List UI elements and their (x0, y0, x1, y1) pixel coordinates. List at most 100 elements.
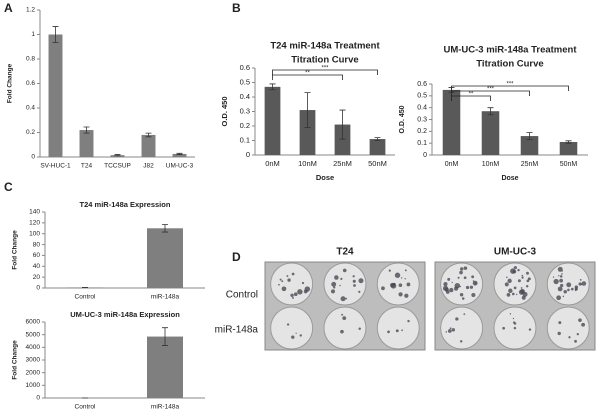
colony (502, 327, 505, 330)
y-tick-label: 0.5 (240, 77, 250, 86)
y-tick-label: 0.2 (417, 128, 427, 135)
bar (482, 111, 500, 155)
colony (578, 318, 582, 322)
y-tick-label: 0.6 (417, 81, 427, 88)
colony (513, 270, 517, 274)
colony (286, 275, 288, 277)
bar (49, 35, 63, 158)
colony (470, 286, 473, 289)
colony (399, 283, 403, 287)
colony (452, 282, 453, 283)
colony (446, 290, 450, 294)
colony (553, 276, 554, 277)
y-tick-label: 5000 (26, 331, 41, 338)
colony (393, 283, 396, 286)
x-tick-label: 0nM (265, 159, 280, 168)
colony (510, 313, 511, 314)
colony (507, 279, 511, 283)
colony (407, 283, 411, 287)
colony (358, 291, 360, 293)
colony (341, 314, 343, 316)
colony (405, 269, 407, 271)
colony (566, 282, 571, 287)
colony (514, 327, 516, 329)
chart-title: Titration Curve (476, 59, 543, 70)
x-tick-label: miR-148a (151, 404, 180, 411)
colony (460, 267, 463, 270)
well (547, 307, 589, 349)
colony (522, 296, 526, 300)
colony (297, 289, 302, 294)
colony (331, 289, 335, 293)
colony (282, 287, 287, 292)
colony (473, 280, 474, 281)
y-tick-label: 0.2 (26, 129, 35, 136)
colony (460, 293, 463, 296)
colony (471, 275, 474, 278)
colony (521, 287, 523, 289)
colony (396, 329, 399, 332)
colony (291, 335, 294, 338)
colony (575, 290, 577, 292)
colony (460, 340, 462, 342)
colony (460, 286, 461, 287)
colony (558, 287, 563, 292)
x-tick-label: UM-UC-3 (166, 163, 194, 170)
photo-column-label: UM-UC-3 (494, 247, 537, 258)
colony (514, 266, 517, 269)
y-axis-label: O.D. 450 (399, 105, 406, 133)
colony (507, 293, 511, 297)
colony (516, 294, 517, 295)
colony (353, 280, 356, 283)
colony (562, 270, 563, 271)
colony (526, 285, 528, 287)
photo-column-label: T24 (336, 247, 354, 258)
x-tick-label: 25nM (333, 159, 352, 168)
colony (358, 328, 360, 330)
y-tick-label: 0.5 (417, 93, 427, 100)
colony (464, 276, 467, 279)
bar (80, 130, 94, 157)
colony (521, 276, 523, 278)
photo-row-label: miR-148a (215, 325, 259, 336)
colony (407, 320, 409, 322)
colony (446, 331, 447, 332)
colony (345, 298, 347, 300)
colony (582, 281, 587, 286)
y-tick-label: 60 (33, 252, 41, 259)
x-tick-label: 50nM (560, 161, 578, 168)
colony (448, 329, 452, 333)
y-tick-label: 0.1 (240, 135, 250, 144)
colony (280, 279, 282, 281)
colony (296, 333, 297, 334)
colony (505, 282, 509, 286)
colony (527, 279, 530, 282)
x-tick-label: miR-148a (151, 294, 180, 301)
colony (553, 279, 558, 284)
colony (454, 287, 458, 291)
photo-row-label: Control (226, 290, 258, 301)
colony (574, 340, 577, 343)
colony (292, 273, 295, 276)
chart-title: T24 miR-148a Treatment (270, 41, 380, 52)
x-tick-label: 25nM (521, 161, 539, 168)
colony (571, 288, 574, 291)
y-tick-label: 3000 (26, 357, 41, 364)
significance-label: ** (469, 92, 474, 98)
colony (449, 288, 453, 292)
x-tick-label: 10nM (482, 161, 500, 168)
chart-title: UM-UC-3 miR-148a Treatment (443, 45, 577, 56)
y-tick-label: 0.3 (240, 106, 250, 115)
chart-title: T24 miR-148a Expression (80, 200, 171, 209)
colony (339, 285, 340, 286)
colony (577, 333, 579, 335)
colony (529, 328, 531, 330)
colony (300, 334, 302, 336)
colony (514, 322, 516, 324)
colony (287, 323, 289, 325)
colony (462, 297, 465, 300)
colony (508, 289, 512, 293)
colony (334, 275, 339, 280)
well (271, 307, 313, 349)
y-tick-label: 2000 (26, 369, 41, 376)
